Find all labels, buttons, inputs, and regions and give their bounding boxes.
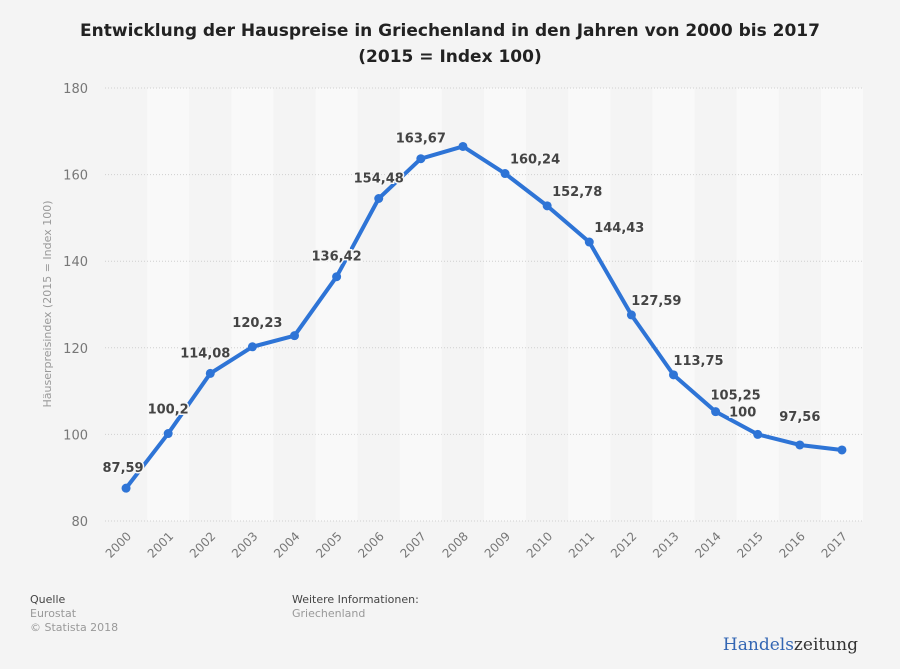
chart-title: Entwicklung der Hauspreise in Griechenla… <box>0 18 900 70</box>
data-point[interactable] <box>500 169 510 179</box>
x-tick-label: 2003 <box>229 529 260 560</box>
data-label: 100,2 <box>148 403 189 418</box>
x-tick-label: 2009 <box>482 529 513 560</box>
x-tick-label: 2017 <box>819 529 850 560</box>
column-bands <box>105 88 863 521</box>
data-label: 160,24 <box>510 153 560 168</box>
source-name[interactable]: Eurostat <box>30 607 77 620</box>
data-point[interactable] <box>332 272 342 282</box>
data-label: 113,75 <box>673 354 723 369</box>
data-point[interactable] <box>837 445 847 455</box>
x-tick-label: 2016 <box>776 529 807 560</box>
info-country[interactable]: Griechenland <box>292 607 366 620</box>
data-point[interactable] <box>542 201 552 211</box>
source-heading: Quelle <box>30 593 66 606</box>
data-label: 120,23 <box>232 316 282 331</box>
data-point[interactable] <box>711 407 721 417</box>
brand-logo[interactable]: Handelszeitung <box>723 635 858 655</box>
brand-part2: zeitung <box>793 635 858 655</box>
x-tick-label: 2011 <box>566 529 597 560</box>
column-band <box>736 88 779 521</box>
data-label: 136,42 <box>312 250 362 265</box>
source-block: Quelle Eurostat © Statista 2018 <box>30 593 118 635</box>
x-tick-label: 2015 <box>734 529 765 560</box>
x-tick-label: 2006 <box>355 529 386 560</box>
y-tick-label: 160 <box>63 169 88 184</box>
data-label: 154,48 <box>354 172 404 187</box>
data-point[interactable] <box>416 154 426 164</box>
data-label: 163,67 <box>396 132 446 147</box>
info-heading: Weitere Informationen: <box>292 593 419 606</box>
x-tick-label: 2004 <box>271 529 302 560</box>
data-label: 114,08 <box>180 346 230 361</box>
column-band <box>568 88 611 521</box>
data-point[interactable] <box>584 237 594 247</box>
y-tick-label: 100 <box>63 428 88 443</box>
data-point[interactable] <box>669 370 678 380</box>
y-axis-ticks: 80 100 120 140 160 180 <box>63 82 88 530</box>
brand-part1: Handels <box>722 635 794 655</box>
data-point[interactable] <box>374 194 384 204</box>
series-line <box>124 144 844 491</box>
y-tick-label: 120 <box>63 342 88 357</box>
gridlines <box>105 87 863 522</box>
data-label: 97,56 <box>779 410 820 425</box>
data-point[interactable] <box>205 368 215 378</box>
column-band <box>147 88 190 521</box>
chart-title-line2: (2015 = Index 100) <box>358 47 542 67</box>
chart-title-line1: Entwicklung der Hauspreise in Griechenla… <box>80 21 820 41</box>
x-axis-ticks: 2000 2001 2002 2003 2004 2005 2006 2007 2008 2009… <box>103 529 850 560</box>
data-point[interactable] <box>795 440 805 450</box>
copyright: © Statista 2018 <box>30 621 119 634</box>
x-tick-label: 2005 <box>313 529 344 560</box>
data-label: 100 <box>729 405 756 420</box>
data-series <box>121 141 847 493</box>
x-tick-label: 2001 <box>145 529 176 560</box>
column-band <box>484 88 527 521</box>
x-tick-label: 2000 <box>103 529 134 560</box>
column-band <box>315 88 358 521</box>
data-point[interactable] <box>753 429 763 439</box>
x-tick-label: 2014 <box>692 529 723 560</box>
x-tick-label: 2012 <box>608 529 639 560</box>
data-label: 87,59 <box>102 461 143 476</box>
y-tick-label: 140 <box>63 255 88 270</box>
y-axis-label: Häuserpreisindex (2015 = Index 100) <box>41 201 54 408</box>
y-tick-label: 180 <box>63 82 88 97</box>
column-band <box>820 88 863 521</box>
column-band <box>231 88 274 521</box>
x-tick-label: 2010 <box>524 529 555 560</box>
data-label: 127,59 <box>631 294 681 309</box>
x-tick-label: 2013 <box>650 529 681 560</box>
x-tick-label: 2007 <box>397 529 428 560</box>
data-point[interactable] <box>458 141 468 151</box>
x-tick-label: 2008 <box>440 529 471 560</box>
data-point[interactable] <box>290 331 299 341</box>
data-label: 144,43 <box>594 221 644 236</box>
y-tick-label: 80 <box>71 515 88 530</box>
data-point[interactable] <box>247 342 257 352</box>
data-label: 152,78 <box>552 185 602 200</box>
column-band <box>652 88 695 521</box>
info-block: Weitere Informationen: Griechenland <box>292 593 419 621</box>
x-tick-label: 2002 <box>187 529 218 560</box>
data-point[interactable] <box>121 483 131 493</box>
data-point[interactable] <box>163 429 173 439</box>
data-point[interactable] <box>626 310 636 320</box>
data-label: 105,25 <box>711 389 761 404</box>
